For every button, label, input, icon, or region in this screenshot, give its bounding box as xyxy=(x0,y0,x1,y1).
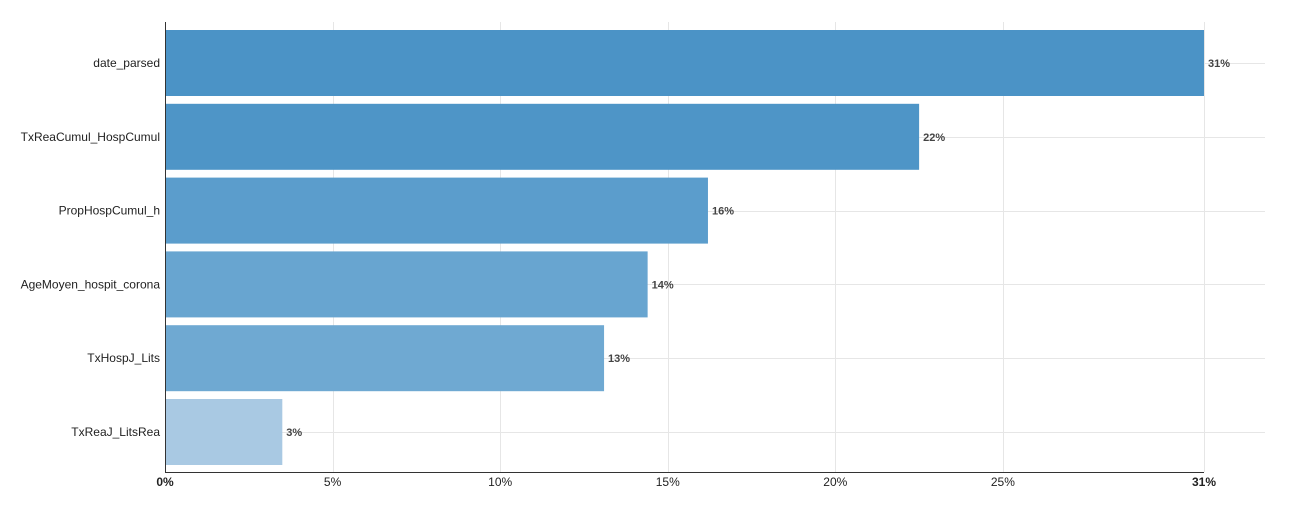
category-labels: date_parsed TxReaCumul_HospCumul PropHospC… xyxy=(21,56,161,439)
category-label: PropHospCumul_h xyxy=(59,204,160,218)
x-tick-label: 25% xyxy=(991,475,1015,489)
x-tick-label: 20% xyxy=(823,475,847,489)
bar[interactable] xyxy=(165,177,708,244)
x-tick-label: 5% xyxy=(324,475,342,489)
category-label: TxHospJ_Lits xyxy=(87,351,160,365)
x-tick-label: 10% xyxy=(488,475,512,489)
category-label: AgeMoyen_hospit_corona xyxy=(21,277,161,291)
bar[interactable] xyxy=(165,399,283,465)
x-tick-label: 15% xyxy=(656,475,680,489)
x-tick-label: 31% xyxy=(1192,475,1216,489)
data-label: 14% xyxy=(652,279,674,291)
bar[interactable] xyxy=(165,30,1204,96)
bar[interactable] xyxy=(165,251,648,318)
value-labels: 31% 22% 16% 14% 13% 3% xyxy=(286,58,1230,439)
data-label: 13% xyxy=(608,353,630,365)
bar[interactable] xyxy=(165,103,920,170)
category-label: date_parsed xyxy=(93,56,160,70)
category-label: TxReaJ_LitsRea xyxy=(71,425,160,439)
bar[interactable] xyxy=(165,325,605,392)
x-axis: 0% 5% 10% 15% 20% 25% 31% xyxy=(156,22,1216,489)
data-label: 16% xyxy=(712,206,734,218)
x-tick-label: 0% xyxy=(156,475,174,489)
data-label: 3% xyxy=(286,427,302,439)
data-label: 22% xyxy=(923,132,945,144)
bars xyxy=(165,30,1204,465)
data-label: 31% xyxy=(1208,58,1230,70)
category-label: TxReaCumul_HospCumul xyxy=(21,130,160,144)
